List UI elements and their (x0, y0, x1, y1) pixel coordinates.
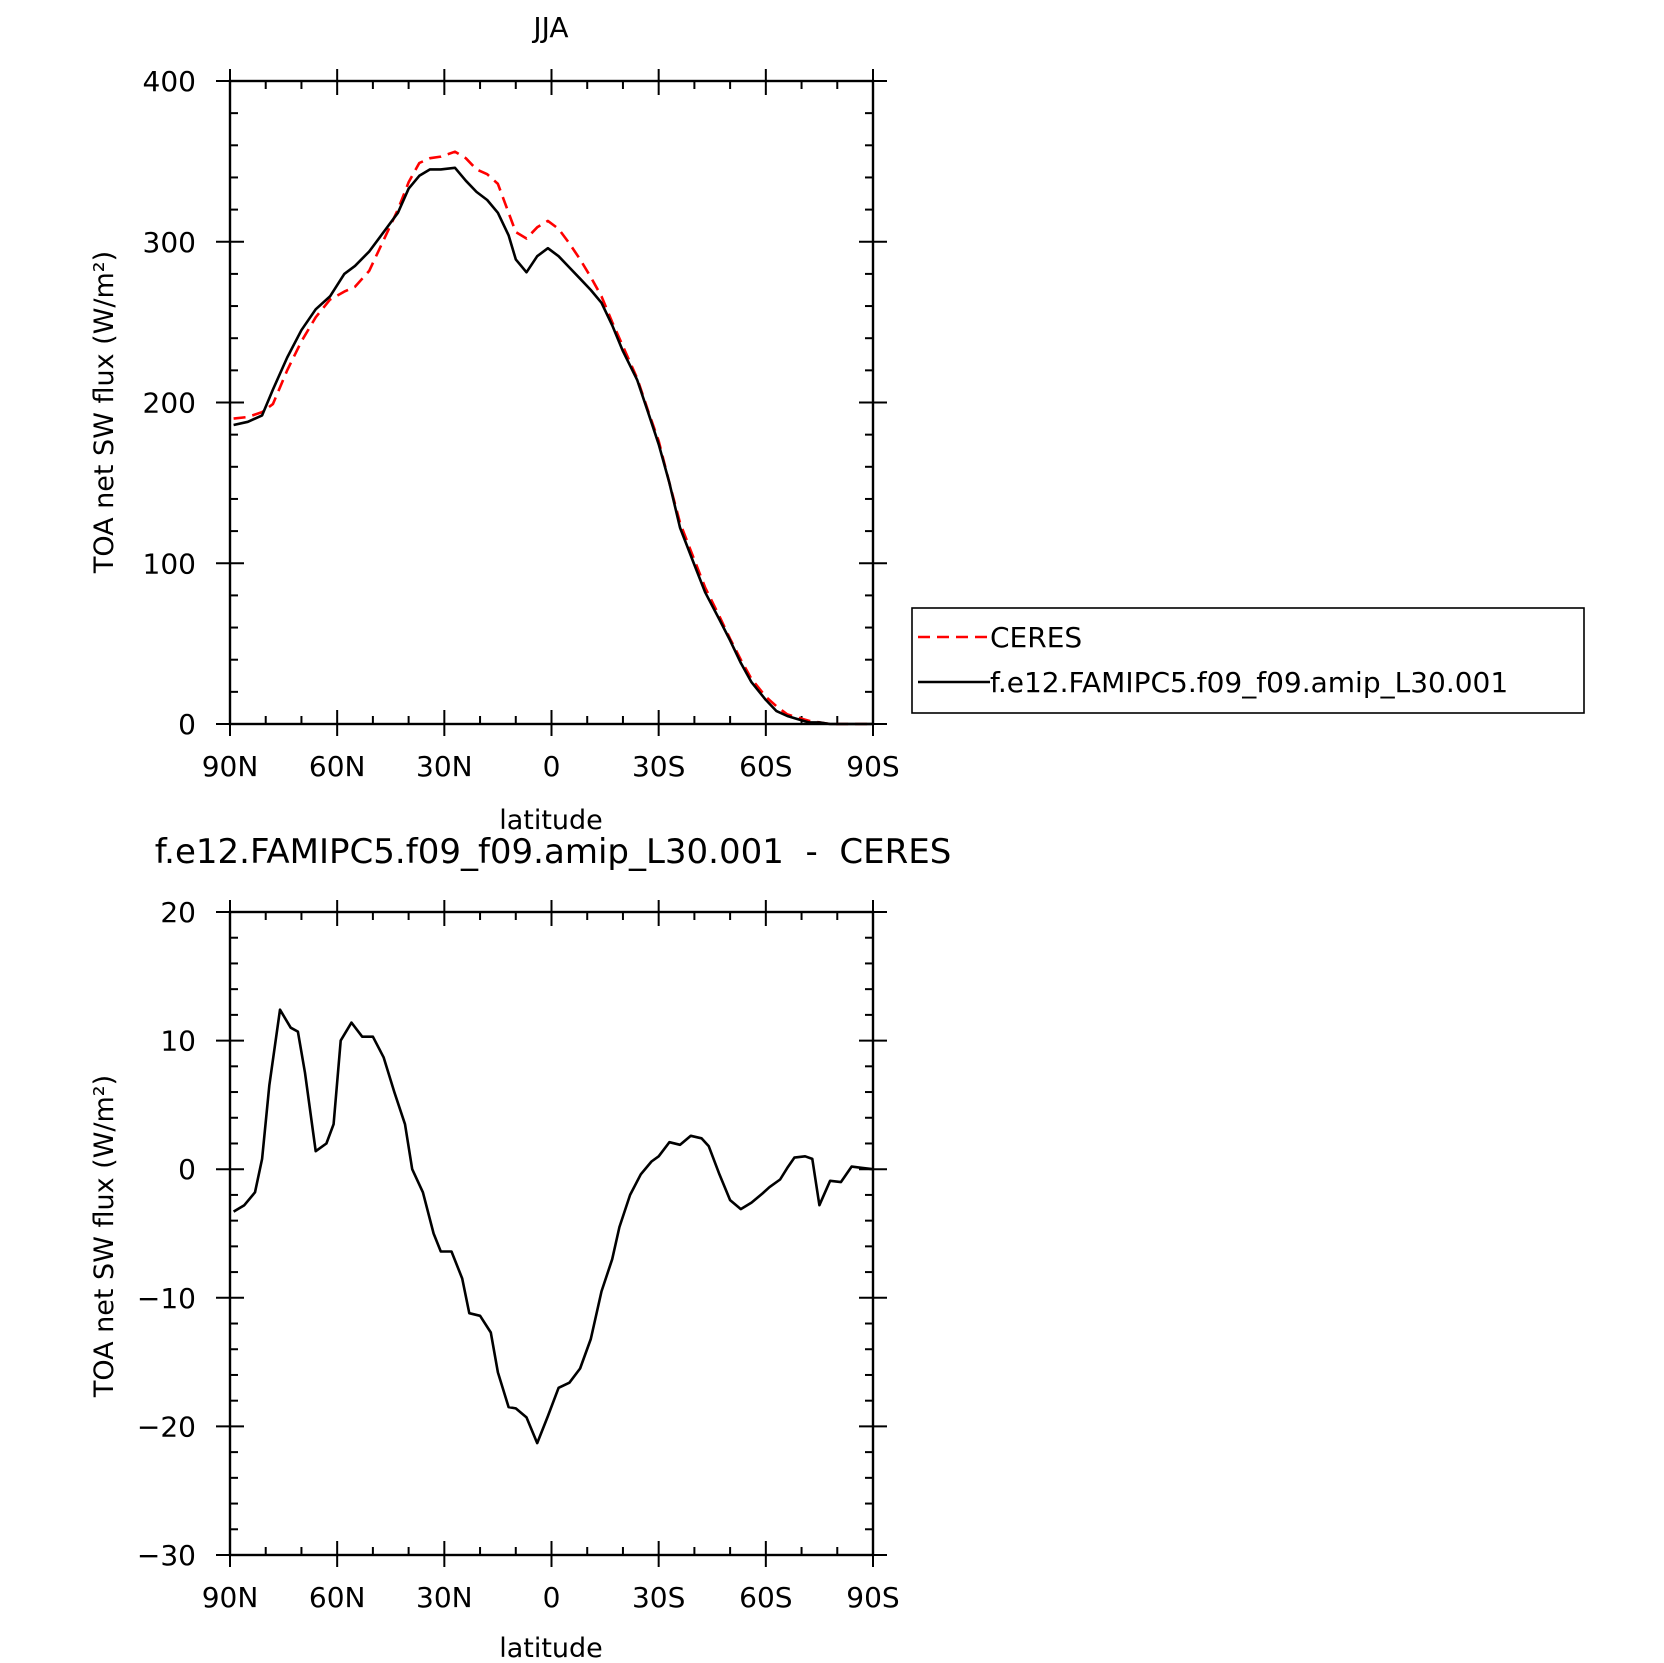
bottom-y-tick-label: −10 (137, 1282, 196, 1315)
top-series-line-ceres (233, 150, 873, 726)
top-chart-x-axis-title: latitude (499, 805, 603, 836)
top-y-tick-label: 100 (143, 547, 196, 580)
legend: CERES f.e12.FAMIPC5.f09_f09.amip_L30.001 (911, 607, 1585, 714)
bottom-chart-x-axis-title: latitude (499, 1633, 603, 1663)
bottom-x-tick-label: 60N (309, 1581, 366, 1614)
top-chart-y-axis-title: TOA net SW flux (W/m²) (89, 251, 120, 574)
bottom-y-tick-label: 10 (160, 1025, 196, 1058)
top-series-line-model (233, 166, 873, 726)
bottom-x-tick-label: 60S (739, 1581, 792, 1614)
top-chart-title: JJA (531, 11, 568, 44)
bottom-series-line-model (232, 1008, 874, 1445)
legend-label-ceres: CERES (990, 621, 1082, 654)
bottom-chart: f.e12.FAMIPC5.f09_f09.amip_L30.001 - CER… (89, 832, 951, 1663)
top-x-tick-label: 30N (416, 750, 473, 783)
bottom-x-tick-label: 0 (543, 1581, 561, 1614)
svg-text:TOA net SW flux (W/m²): TOA net SW flux (W/m²) (89, 1075, 120, 1398)
bottom-y-tick-label: −20 (137, 1410, 196, 1443)
top-x-tick-label: 90S (846, 750, 899, 783)
svg-text:TOA net SW flux (W/m²): TOA net SW flux (W/m²) (89, 251, 120, 574)
top-x-tick-label: 90N (202, 750, 259, 783)
top-y-tick-label: 300 (143, 226, 196, 259)
top-x-tick-label: 30S (632, 750, 685, 783)
bottom-chart-title: f.e12.FAMIPC5.f09_f09.amip_L30.001 - CER… (155, 832, 952, 872)
bottom-chart-frame (228, 910, 875, 1557)
bottom-x-tick-label: 90N (202, 1581, 259, 1614)
top-x-tick-label: 60S (739, 750, 792, 783)
bottom-y-tick-label: 0 (178, 1153, 196, 1186)
top-y-tick-label: 200 (143, 387, 196, 420)
top-x-tick-label: 60N (309, 750, 366, 783)
bottom-x-tick-label: 30N (416, 1581, 473, 1614)
top-chart: JJA TOA net SW flux (W/m²) latitude 90N 6… (89, 11, 900, 836)
bottom-x-tick-label: 90S (846, 1581, 899, 1614)
top-y-tick-label: 400 (143, 65, 196, 98)
legend-label-model: f.e12.FAMIPC5.f09_f09.amip_L30.001 (990, 666, 1508, 699)
legend-box (911, 607, 1585, 714)
top-y-tick-label: 0 (178, 708, 196, 741)
bottom-x-tick-label: 30S (632, 1581, 685, 1614)
bottom-y-tick-label: 20 (160, 896, 196, 929)
bottom-chart-y-axis-title: TOA net SW flux (W/m²) (89, 1075, 120, 1398)
top-x-tick-label: 0 (543, 750, 561, 783)
bottom-y-tick-label: −30 (137, 1539, 196, 1572)
top-chart-frame (228, 79, 875, 726)
